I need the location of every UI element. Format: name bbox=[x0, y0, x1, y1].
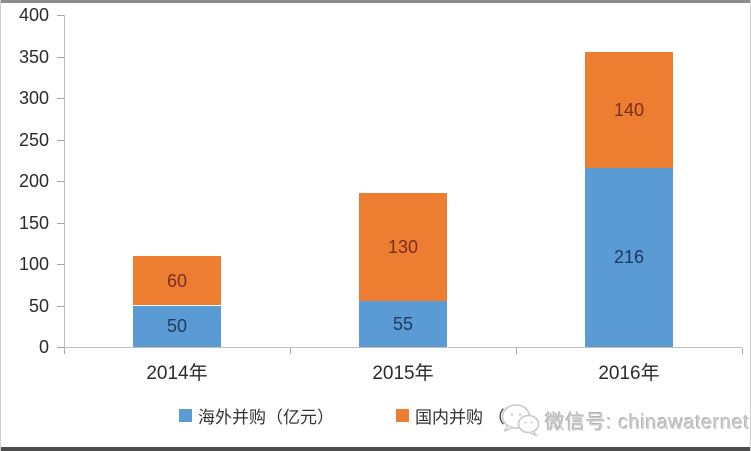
bar-segment bbox=[133, 305, 221, 347]
y-axis-tick bbox=[57, 222, 64, 224]
y-axis-tick-label: 200 bbox=[18, 171, 49, 191]
x-axis-line bbox=[64, 347, 742, 348]
y-axis-tick-label: 400 bbox=[18, 5, 49, 25]
y-axis-tick-label: 50 bbox=[28, 295, 49, 316]
legend-swatch bbox=[179, 408, 192, 422]
y-axis-tick bbox=[57, 98, 64, 99]
y-axis-tick bbox=[57, 347, 64, 348]
y-axis-tick-label: 100 bbox=[18, 254, 49, 274]
watermark-text: 微信号: chinawaternet bbox=[545, 411, 750, 434]
y-axis-tick bbox=[57, 56, 64, 58]
bar-value-label: 55 bbox=[392, 314, 414, 335]
y-axis-tick-label: 250 bbox=[18, 129, 49, 150]
y-axis-tick-label: 350 bbox=[18, 46, 49, 67]
bar-segment bbox=[359, 193, 447, 302]
bar-segment bbox=[359, 301, 447, 347]
watermark: 微信号: chinawaternet bbox=[499, 398, 750, 442]
legend-label: 海外并购（亿元） bbox=[198, 407, 334, 427]
legend-item: 海外并购（亿元） bbox=[179, 406, 334, 427]
bar-segment bbox=[133, 255, 221, 306]
y-axis-tick bbox=[57, 15, 64, 16]
y-axis-tick bbox=[57, 305, 64, 307]
x-axis-tick bbox=[290, 348, 291, 354]
x-category-label: 2015年 bbox=[372, 363, 434, 384]
x-axis-tick bbox=[64, 348, 65, 354]
bar-value-label: 130 bbox=[387, 237, 419, 258]
legend-swatch bbox=[396, 408, 409, 422]
top-divider bbox=[1, 0, 750, 3]
legend-item: 国内并购 （ bbox=[396, 406, 505, 427]
bar-value-label: 60 bbox=[166, 270, 188, 291]
legend-label: 国内并购 （ bbox=[415, 407, 505, 427]
bar-segment bbox=[585, 51, 673, 168]
bar-value-label: 50 bbox=[166, 316, 188, 337]
x-axis-tick bbox=[516, 348, 517, 354]
y-axis-tick bbox=[57, 181, 64, 182]
bar-value-label: 216 bbox=[613, 247, 645, 268]
wechat-icon bbox=[501, 404, 540, 437]
bottom-divider bbox=[1, 447, 750, 451]
y-axis-tick-label: 300 bbox=[18, 88, 49, 108]
y-axis-tick bbox=[57, 139, 64, 141]
bar-segment bbox=[585, 167, 673, 347]
bar-value-label: 140 bbox=[613, 99, 645, 120]
x-axis-tick bbox=[742, 348, 743, 354]
y-axis-tick-label: 0 bbox=[38, 337, 49, 357]
y-axis-tick bbox=[57, 264, 64, 265]
x-category-label: 2016年 bbox=[598, 363, 660, 384]
x-category-label: 2014年 bbox=[146, 363, 208, 384]
y-axis-tick-label: 150 bbox=[18, 212, 49, 233]
y-axis-line bbox=[64, 15, 65, 347]
